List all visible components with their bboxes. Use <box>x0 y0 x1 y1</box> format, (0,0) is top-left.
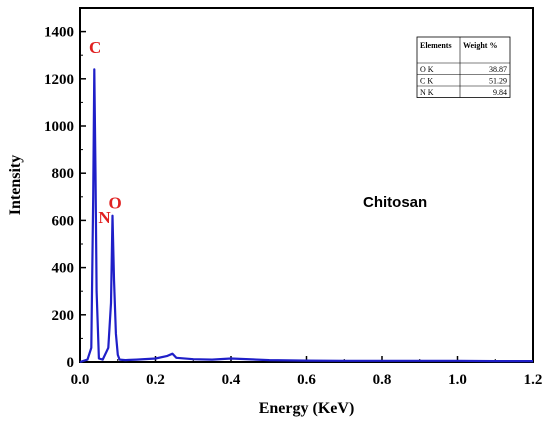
composition-table: Elements Weight % O K 38.87 C K 51.29 N … <box>416 36 511 98</box>
y-tick-label: 800 <box>52 166 75 182</box>
table-cell-weight: 38.87 <box>489 65 507 74</box>
peak-label: N <box>98 208 111 227</box>
sample-annotation: Chitosan <box>363 194 427 211</box>
spectrum-line <box>79 68 533 364</box>
x-tick-label: 0.2 <box>146 372 165 388</box>
y-axis-ticks: 0 200 400 600 800 1000 1200 1400 <box>44 25 86 371</box>
y-axis-title: Intensity <box>7 155 24 215</box>
x-tick-label: 1.0 <box>448 372 467 388</box>
table-header-weight: Weight % <box>463 41 497 50</box>
x-tick-label: 1.2 <box>524 372 543 388</box>
table-cell-weight: 9.84 <box>493 88 507 97</box>
y-tick-label: 1000 <box>44 119 74 135</box>
table-cell-element: N K <box>420 88 434 97</box>
y-tick-label: 600 <box>52 213 75 229</box>
x-tick-label: 0.0 <box>71 372 90 388</box>
y-tick-label: 400 <box>52 261 75 277</box>
x-tick-label: 0.4 <box>222 372 241 388</box>
x-tick-label: 0.6 <box>297 372 316 388</box>
table-cell-element: C K <box>420 77 433 86</box>
y-tick-label: 1400 <box>44 25 74 41</box>
x-axis-ticks: 0.0 0.2 0.4 0.6 0.8 1.0 1.2 <box>71 356 543 388</box>
table-cell-element: O K <box>420 65 434 74</box>
peak-label: O <box>108 194 121 213</box>
x-tick-label: 0.8 <box>373 372 392 388</box>
y-tick-label: 1200 <box>44 72 74 88</box>
series-layer <box>79 68 533 364</box>
y-tick-label: 200 <box>52 308 75 324</box>
table-header-elements: Elements <box>420 41 452 50</box>
peak-labels: C NO <box>89 38 122 227</box>
y-tick-label: 0 <box>67 355 75 371</box>
peak-label: C <box>89 38 101 57</box>
table-cell-weight: 51.29 <box>489 77 507 86</box>
x-axis-title: Energy (KeV) <box>259 400 355 417</box>
